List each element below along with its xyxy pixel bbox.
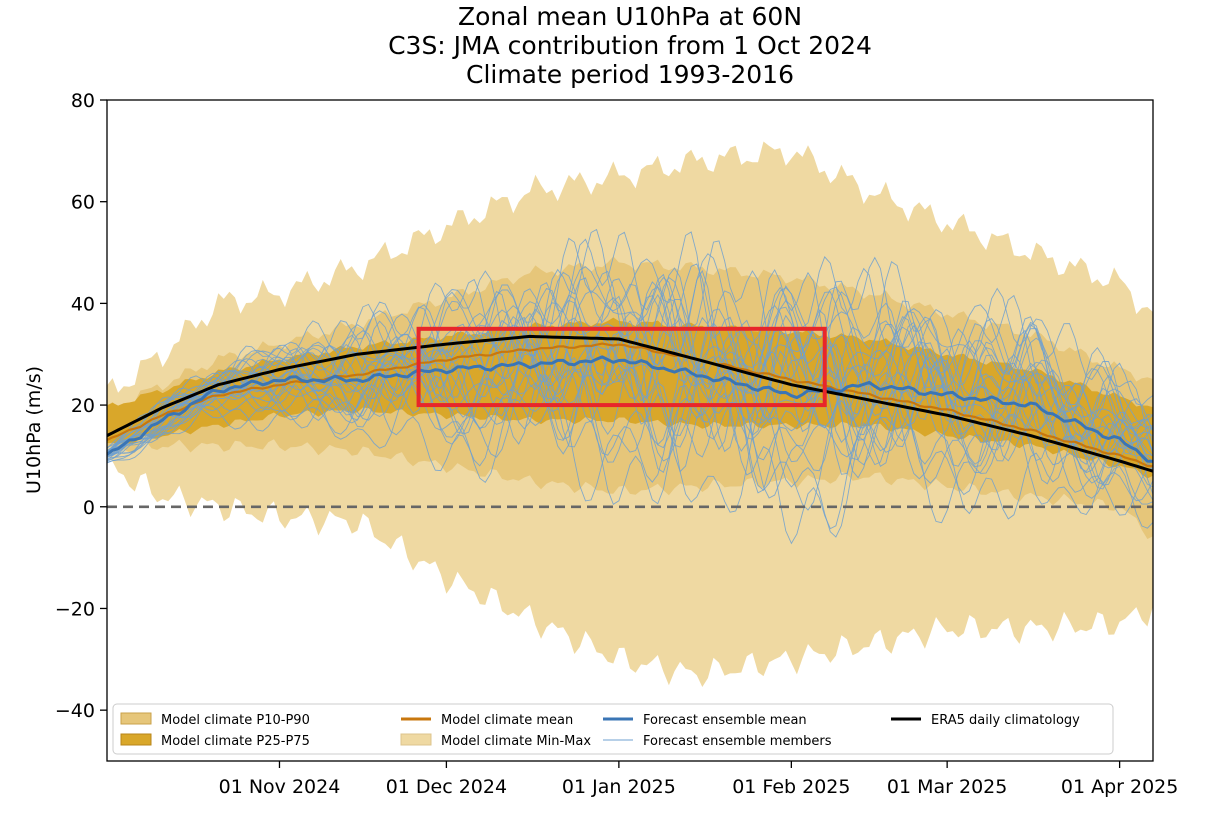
- x-tick-label: 01 Mar 2025: [887, 776, 1007, 798]
- chart-title-block: Zonal mean U10hPa at 60N C3S: JMA contri…: [107, 2, 1153, 89]
- y-tick-label: −40: [55, 700, 95, 722]
- y-axis-label: U10hPa (m/s): [23, 366, 45, 494]
- highlight-box: [416, 326, 827, 408]
- plot-area: [107, 141, 1153, 687]
- ensemble-member-line: [107, 253, 1153, 454]
- y-tick-label: 60: [71, 192, 95, 214]
- y-tick-label: 40: [71, 293, 95, 315]
- ensemble-member-line: [107, 231, 1153, 448]
- legend-box: [112, 703, 1114, 755]
- ensemble-member-line: [107, 258, 1153, 449]
- band-p25-p75: [107, 317, 1153, 479]
- legend-label: Forecast ensemble mean: [643, 713, 807, 728]
- y-tick-label: −20: [55, 598, 95, 620]
- legend-label: ERA5 daily climatology: [931, 713, 1080, 728]
- x-tick-label: 01 Apr 2025: [1061, 776, 1178, 798]
- ensemble-member-line: [107, 357, 1153, 516]
- ensemble-member-line: [107, 322, 1153, 495]
- legend: Model climate P10-P90 Model climate P25-P…: [112, 703, 1114, 755]
- legend-label: Model climate P10-P90: [161, 713, 310, 728]
- x-tick-label: 01 Jan 2025: [562, 776, 676, 798]
- plot-frame: [106, 99, 1154, 762]
- forecast-ensemble-mean-line: [107, 355, 1153, 463]
- chart-subtitle-climate-period: Climate period 1993-2016: [465, 60, 794, 89]
- x-tick-label: 01 Feb 2025: [732, 776, 850, 798]
- chart-subtitle-contribution: C3S: JMA contribution from 1 Oct 2024: [388, 31, 872, 60]
- legend-label: Model climate P25-P75: [161, 734, 310, 749]
- x-tick-label: 01 Dec 2024: [386, 776, 507, 798]
- y-tick-label: 0: [83, 497, 95, 519]
- model-climate-mean-line: [107, 342, 1153, 468]
- legend-swatch: [120, 733, 152, 746]
- y-tick-label: 20: [71, 395, 95, 417]
- legend-swatch: [400, 733, 432, 746]
- legend-swatch: [120, 712, 152, 725]
- ensemble-member-line: [107, 308, 1153, 486]
- legend-label: Model climate Min-Max: [441, 734, 591, 749]
- era5-climatology-line: [107, 334, 1153, 473]
- chart-title: Zonal mean U10hPa at 60N: [457, 2, 803, 31]
- legend-label: Forecast ensemble members: [643, 734, 832, 749]
- ensemble-member-line: [107, 381, 1153, 538]
- x-tick-label: 01 Nov 2024: [219, 776, 341, 798]
- y-tick-label: 80: [71, 90, 95, 112]
- legend-label: Model climate mean: [441, 713, 573, 728]
- axes: −40 −20 0 20 40 60 80 01 Nov 2024 01 Dec 2024 01 …: [55, 90, 1178, 798]
- ensemble-member-line: [107, 286, 1153, 451]
